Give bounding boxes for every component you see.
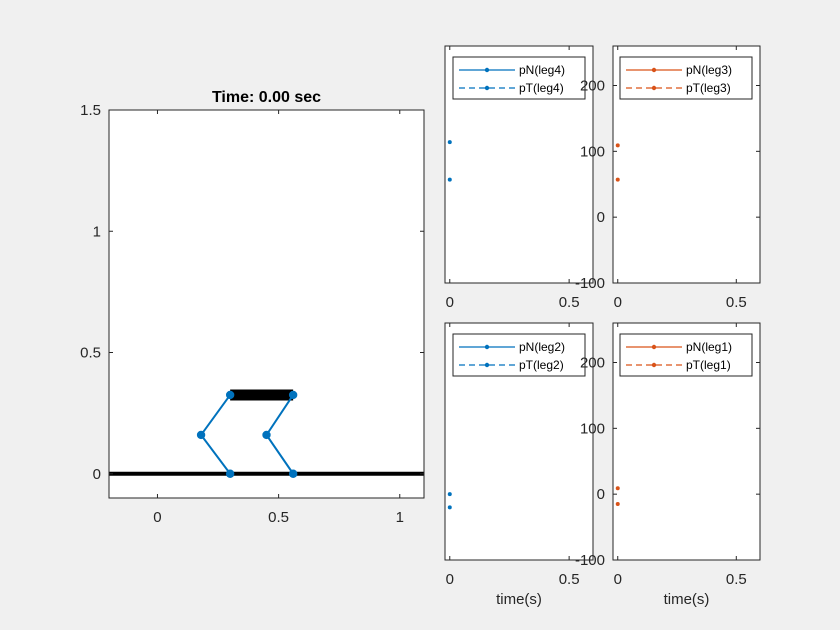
axes-data <box>615 143 620 182</box>
x-tick-label: 0.5 <box>726 294 747 311</box>
axes-border <box>108 109 425 499</box>
legend-marker <box>651 362 657 368</box>
x-axis-label: time(s) <box>496 591 542 608</box>
axes-data <box>109 389 424 478</box>
robot-joint <box>288 469 298 478</box>
axes-data <box>447 492 452 510</box>
axes-data <box>615 486 620 507</box>
legend-marker <box>651 85 657 91</box>
chart-title: Time: 0.00 sec <box>212 89 321 106</box>
legend-box <box>452 333 586 377</box>
legend-label: pN(leg1) <box>686 340 732 354</box>
axes-leg3: 0 0.5 -100 0 100 200 pN(leg3) pT(leg3) <box>575 45 761 311</box>
legend-marker <box>651 344 657 350</box>
axes-animation: 0 0.5 1 0 0.5 1 1.5 Time: 0.00 sec <box>80 89 425 526</box>
x-axis-label: time(s) <box>664 591 710 608</box>
axes-border <box>444 322 594 561</box>
x-tick-label: 0.5 <box>559 571 580 588</box>
y-tick-label: 0.5 <box>80 345 101 362</box>
x-tick-label: 0 <box>446 294 454 311</box>
axes-leg2: 0 0.5 time(s) pN(leg2) pT(leg2) <box>444 322 594 608</box>
data-point <box>447 140 452 145</box>
y-tick-label: 1 <box>93 223 101 240</box>
legend-marker <box>484 85 490 91</box>
y-tick-label: -100 <box>575 552 605 569</box>
y-tick-label: 0 <box>93 466 101 483</box>
y-tick-label: 1.5 <box>80 102 101 119</box>
axes-border <box>612 322 761 561</box>
data-point <box>615 486 620 491</box>
legend-marker <box>484 67 490 73</box>
x-tick-label: 0.5 <box>726 571 747 588</box>
legend-label: pT(leg3) <box>686 81 731 95</box>
data-point <box>447 492 452 497</box>
legend-marker <box>484 362 490 368</box>
legend: pN(leg4) pT(leg4) <box>452 56 586 100</box>
axes-background <box>109 110 424 498</box>
legend-marker <box>484 344 490 350</box>
y-tick-label: 100 <box>580 420 605 437</box>
legend: pN(leg2) pT(leg2) <box>452 333 586 377</box>
axes-leg4: 0 0.5 pN(leg4) pT(leg4) <box>444 45 594 311</box>
data-point <box>615 502 620 507</box>
data-point <box>447 177 452 182</box>
axes-leg1: 0 0.5 -100 0 100 200 time(s) pN(leg1) pT(leg1) <box>575 322 761 608</box>
robot-joint <box>196 430 206 440</box>
axes-border <box>444 45 594 284</box>
y-tick-label: 0 <box>597 486 605 503</box>
data-point <box>615 177 620 182</box>
y-tick-label: 200 <box>580 355 605 372</box>
legend-label: pN(leg2) <box>519 340 565 354</box>
robot-joint <box>288 390 298 400</box>
x-tick-label: 0 <box>614 294 622 311</box>
data-point <box>447 505 452 510</box>
legend-box <box>619 56 753 100</box>
axes-border <box>612 45 761 284</box>
x-tick-label: 0.5 <box>268 509 289 526</box>
robot-joint <box>262 430 271 440</box>
x-tick-label: 0 <box>153 509 161 526</box>
legend-box <box>619 333 753 377</box>
robot-joint <box>225 390 235 400</box>
x-tick-label: 0 <box>614 571 622 588</box>
data-point <box>615 143 620 148</box>
legend-label: pT(leg4) <box>519 81 564 95</box>
legend: pN(leg1) pT(leg1) <box>619 333 753 377</box>
legend-label: pN(leg4) <box>519 63 565 77</box>
axes-data <box>447 140 452 182</box>
legend-box <box>452 56 586 100</box>
y-tick-label: -100 <box>575 275 605 292</box>
y-tick-label: 200 <box>580 78 605 95</box>
legend-label: pT(leg1) <box>686 358 731 372</box>
x-tick-label: 1 <box>396 509 404 526</box>
x-tick-label: 0.5 <box>559 294 580 311</box>
legend-label: pT(leg2) <box>519 358 564 372</box>
x-tick-label: 0 <box>446 571 454 588</box>
y-tick-label: 0 <box>597 209 605 226</box>
legend: pN(leg3) pT(leg3) <box>619 56 753 100</box>
legend-label: pN(leg3) <box>686 63 732 77</box>
robot-joint <box>225 469 235 478</box>
y-tick-label: 100 <box>580 143 605 160</box>
legend-marker <box>651 67 657 73</box>
